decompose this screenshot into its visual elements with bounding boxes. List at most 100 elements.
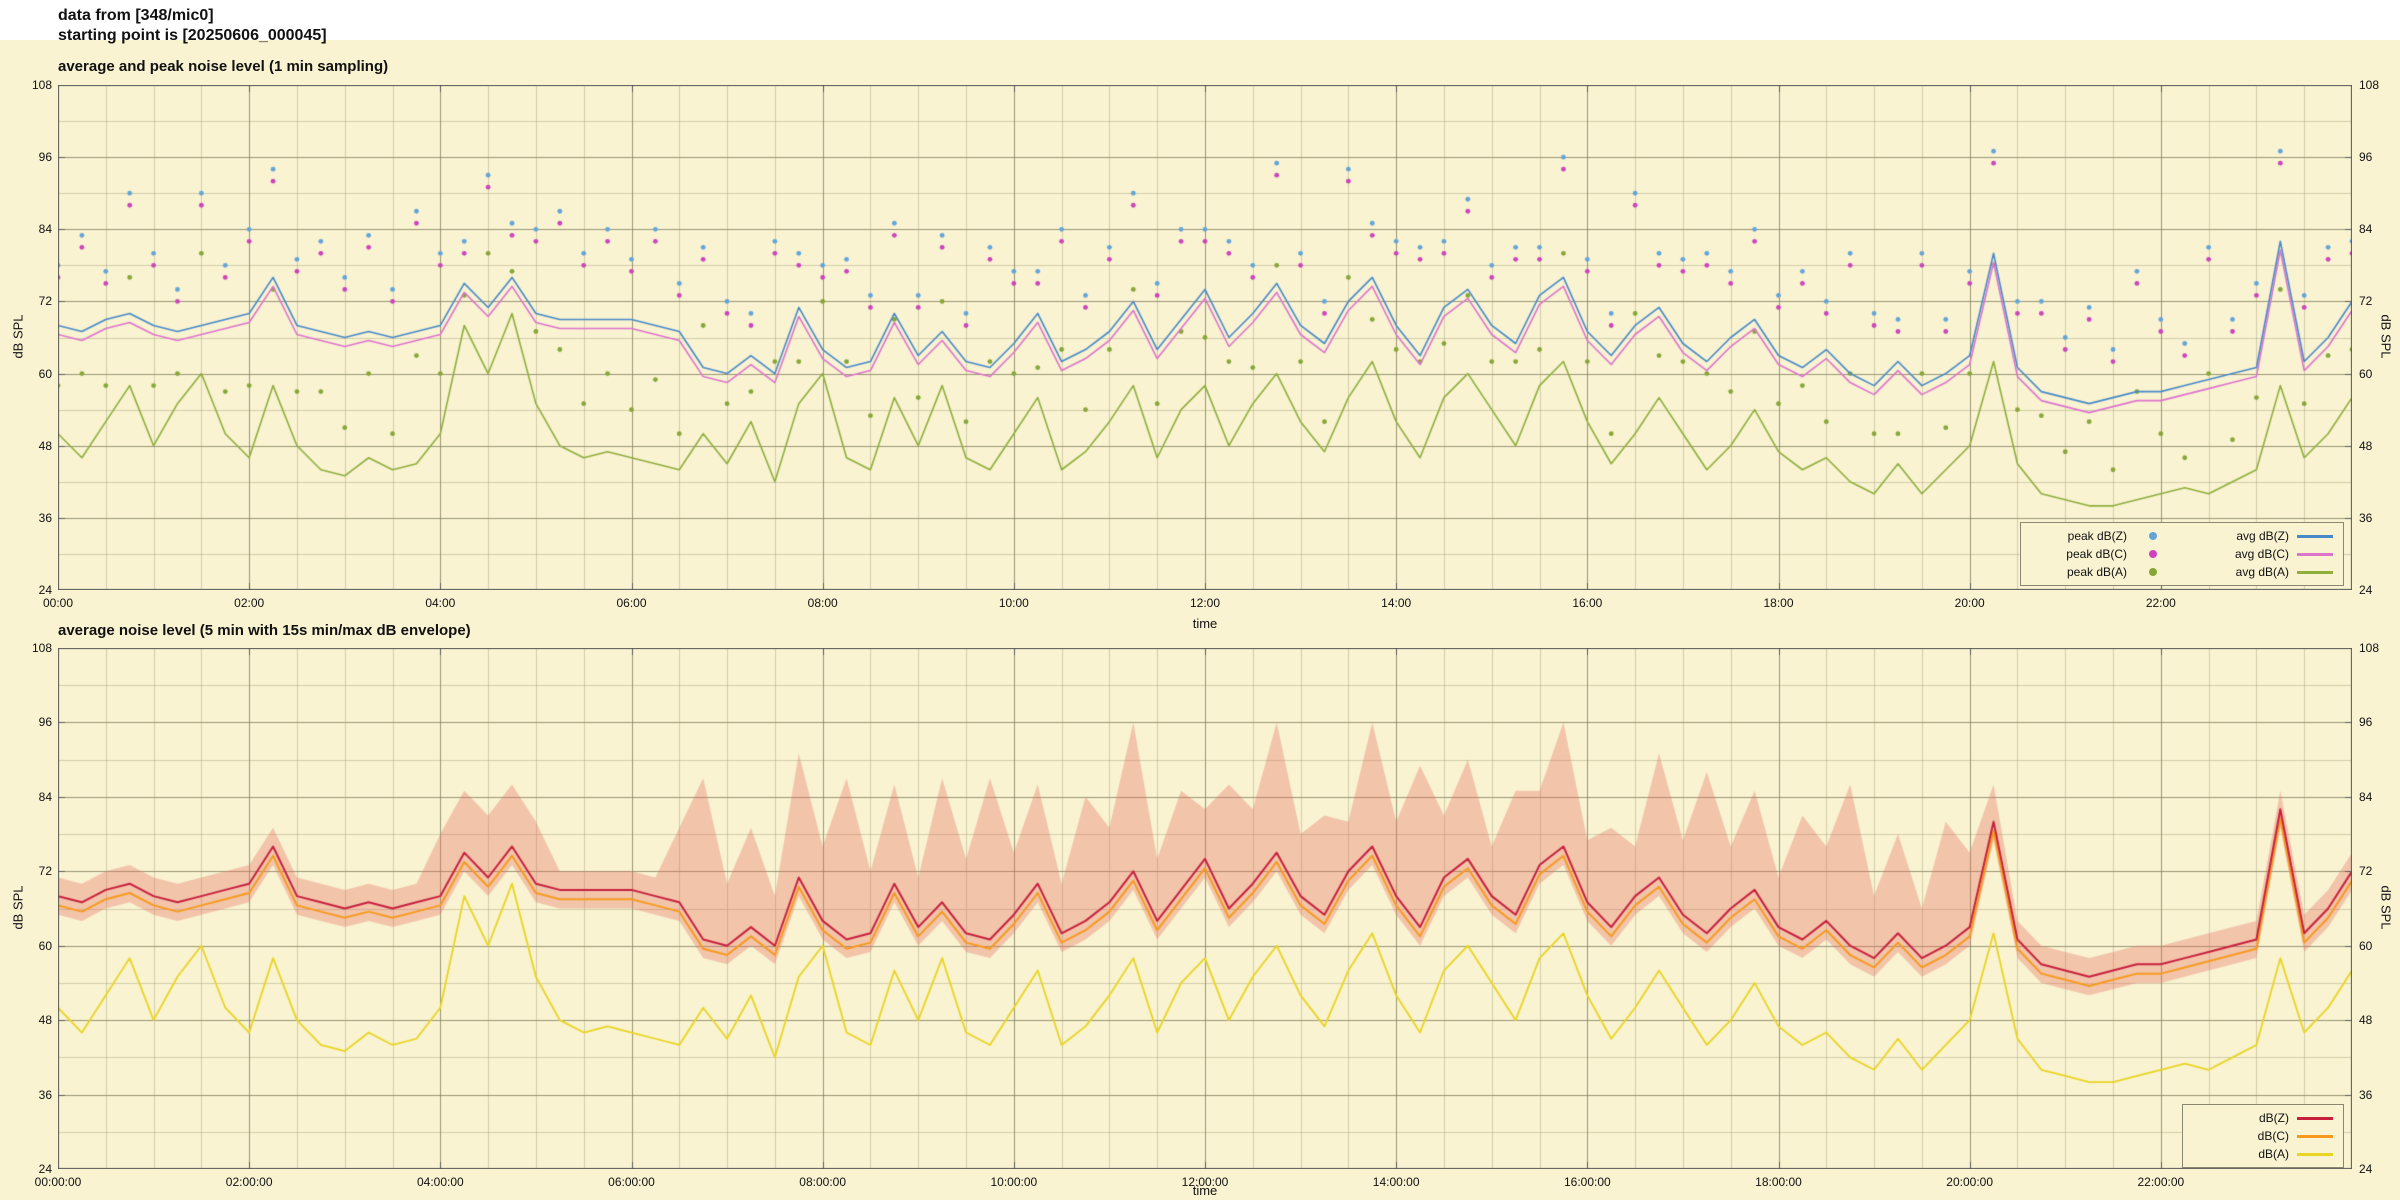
y-tick-label: 96 (38, 150, 52, 165)
y-tick-label-right: 48 (2359, 1013, 2373, 1028)
legend-row: dB(A) (2193, 1145, 2333, 1163)
x-tick-label: 10:00 (998, 596, 1029, 610)
y-tick-label: 96 (38, 715, 52, 730)
y-tick-label-right: 24 (2359, 1162, 2373, 1176)
x-tick-label: 04:00 (425, 596, 456, 610)
x-tick-label: 12:00 (1189, 596, 1221, 610)
x-tick-label: 04:00:00 (416, 1175, 464, 1189)
x-tick-label: 20:00:00 (1946, 1175, 1994, 1189)
panel-1-legend: peak dB(Z) avg dB(Z) peak dB(C) avg dB(C) pe… (2020, 522, 2344, 586)
chart-header: data from [348/mic0] starting point is [… (58, 6, 327, 46)
y-tick-label-right: 108 (2359, 78, 2380, 92)
panel-1-plot-canvas (58, 85, 2352, 590)
x-tick-label: 22:00 (2145, 596, 2176, 610)
legend-row: dB(Z) (2193, 1109, 2333, 1127)
legend-point-sample (2135, 531, 2171, 541)
y-tick-label-right: 96 (2359, 150, 2373, 165)
y-tick-label: 36 (38, 1087, 52, 1102)
y-tick-label: 84 (38, 789, 52, 804)
legend-point-sample (2135, 567, 2171, 577)
y-tick-label: 36 (38, 510, 52, 525)
x-tick-label: 18:00 (1763, 596, 1794, 610)
x-tick-label: 20:00 (1954, 596, 1985, 610)
y-tick-label-right: 108 (2359, 641, 2380, 655)
y-axis-label-right: dB SPL (2378, 313, 2394, 359)
panel-1-title: average and peak noise level (1 min samp… (58, 58, 389, 75)
x-tick-label: 06:00 (616, 596, 647, 610)
y-tick-label-right: 36 (2359, 510, 2373, 525)
legend-entry: dB(C) (2193, 1129, 2333, 1143)
legend-label: dB(Z) (2259, 1111, 2289, 1125)
legend-row: dB(C) (2193, 1127, 2333, 1145)
starting-point-line: starting point is [20250606_000045] (58, 27, 327, 44)
y-tick-label: 24 (38, 583, 52, 597)
y-tick-label: 60 (38, 366, 52, 381)
legend-line-sample (2297, 567, 2333, 577)
y-tick-label-right: 36 (2359, 1087, 2373, 1102)
y-tick-label: 60 (38, 938, 52, 953)
x-tick-label: 02:00:00 (225, 1175, 273, 1189)
x-tick-label: 08:00:00 (799, 1175, 847, 1189)
y-tick-label-right: 72 (2359, 864, 2373, 879)
x-axis-label: time (1192, 616, 1218, 631)
legend-label: dB(A) (2258, 1147, 2289, 1161)
legend-label: avg dB(C) (2234, 547, 2289, 561)
y-tick-label-right: 60 (2359, 938, 2373, 953)
legend-entry: avg dB(A) (2193, 565, 2333, 579)
legend-label: peak dB(Z) (2067, 529, 2127, 543)
legend-entry: dB(A) (2193, 1147, 2333, 1161)
line-swatch (2297, 570, 2333, 574)
legend-entry: peak dB(A) (2031, 565, 2171, 579)
x-tick-label: 12:00:00 (1181, 1175, 1229, 1189)
point-swatch (2149, 568, 2157, 576)
legend-entry: avg dB(Z) (2193, 529, 2333, 543)
y-tick-label: 72 (38, 864, 52, 879)
y-tick-label-right: 72 (2359, 294, 2373, 309)
line-swatch (2297, 552, 2333, 556)
y-tick-label-right: 48 (2359, 438, 2373, 453)
y-tick-label-right: 84 (2359, 789, 2373, 804)
legend-label: avg dB(A) (2235, 565, 2289, 579)
legend-line-sample (2297, 1149, 2333, 1159)
legend-point-sample (2135, 549, 2171, 559)
legend-label: avg dB(Z) (2236, 529, 2289, 543)
line-swatch (2297, 1134, 2333, 1138)
legend-line-sample (2297, 549, 2333, 559)
y-tick-label: 24 (38, 1162, 52, 1176)
y-axis-label-right: dB SPL (2378, 884, 2394, 930)
legend-line-sample (2297, 531, 2333, 541)
x-axis-label: time (1192, 1183, 1218, 1198)
legend-label: peak dB(C) (2066, 547, 2127, 561)
y-tick-label: 48 (38, 438, 52, 453)
y-tick-label: 72 (38, 294, 52, 309)
data-source-line: data from [348/mic0] (58, 7, 214, 24)
x-tick-label: 02:00 (234, 596, 265, 610)
panel-2-title: average noise level (5 min with 15s min/… (58, 622, 471, 639)
y-tick-label-right: 60 (2359, 366, 2373, 381)
x-tick-label: 08:00 (807, 596, 838, 610)
y-tick-label-right: 96 (2359, 715, 2373, 730)
x-tick-label: 00:00 (42, 596, 74, 610)
y-axis-label: dB SPL (10, 884, 26, 930)
line-swatch (2297, 534, 2333, 538)
legend-line-sample (2297, 1113, 2333, 1123)
y-tick-label-right: 24 (2359, 583, 2373, 597)
point-swatch (2149, 532, 2157, 540)
x-tick-label: 06:00:00 (608, 1175, 655, 1189)
x-tick-label: 14:00 (1381, 596, 1412, 610)
legend-entry: avg dB(C) (2193, 547, 2333, 561)
y-tick-label: 108 (31, 78, 52, 92)
point-swatch (2149, 550, 2157, 558)
x-tick-label: 00:00:00 (34, 1175, 82, 1189)
y-tick-label: 108 (31, 641, 52, 655)
legend-line-sample (2297, 1131, 2333, 1141)
x-tick-label: 16:00:00 (1563, 1175, 1611, 1189)
panel-2-legend: dB(Z) dB(C) dB(A) (2182, 1104, 2344, 1168)
x-tick-label: 22:00:00 (2137, 1175, 2185, 1189)
line-swatch (2297, 1152, 2333, 1156)
line-swatch (2297, 1116, 2333, 1120)
legend-label: peak dB(A) (2066, 565, 2127, 579)
legend-label: dB(C) (2257, 1129, 2289, 1143)
